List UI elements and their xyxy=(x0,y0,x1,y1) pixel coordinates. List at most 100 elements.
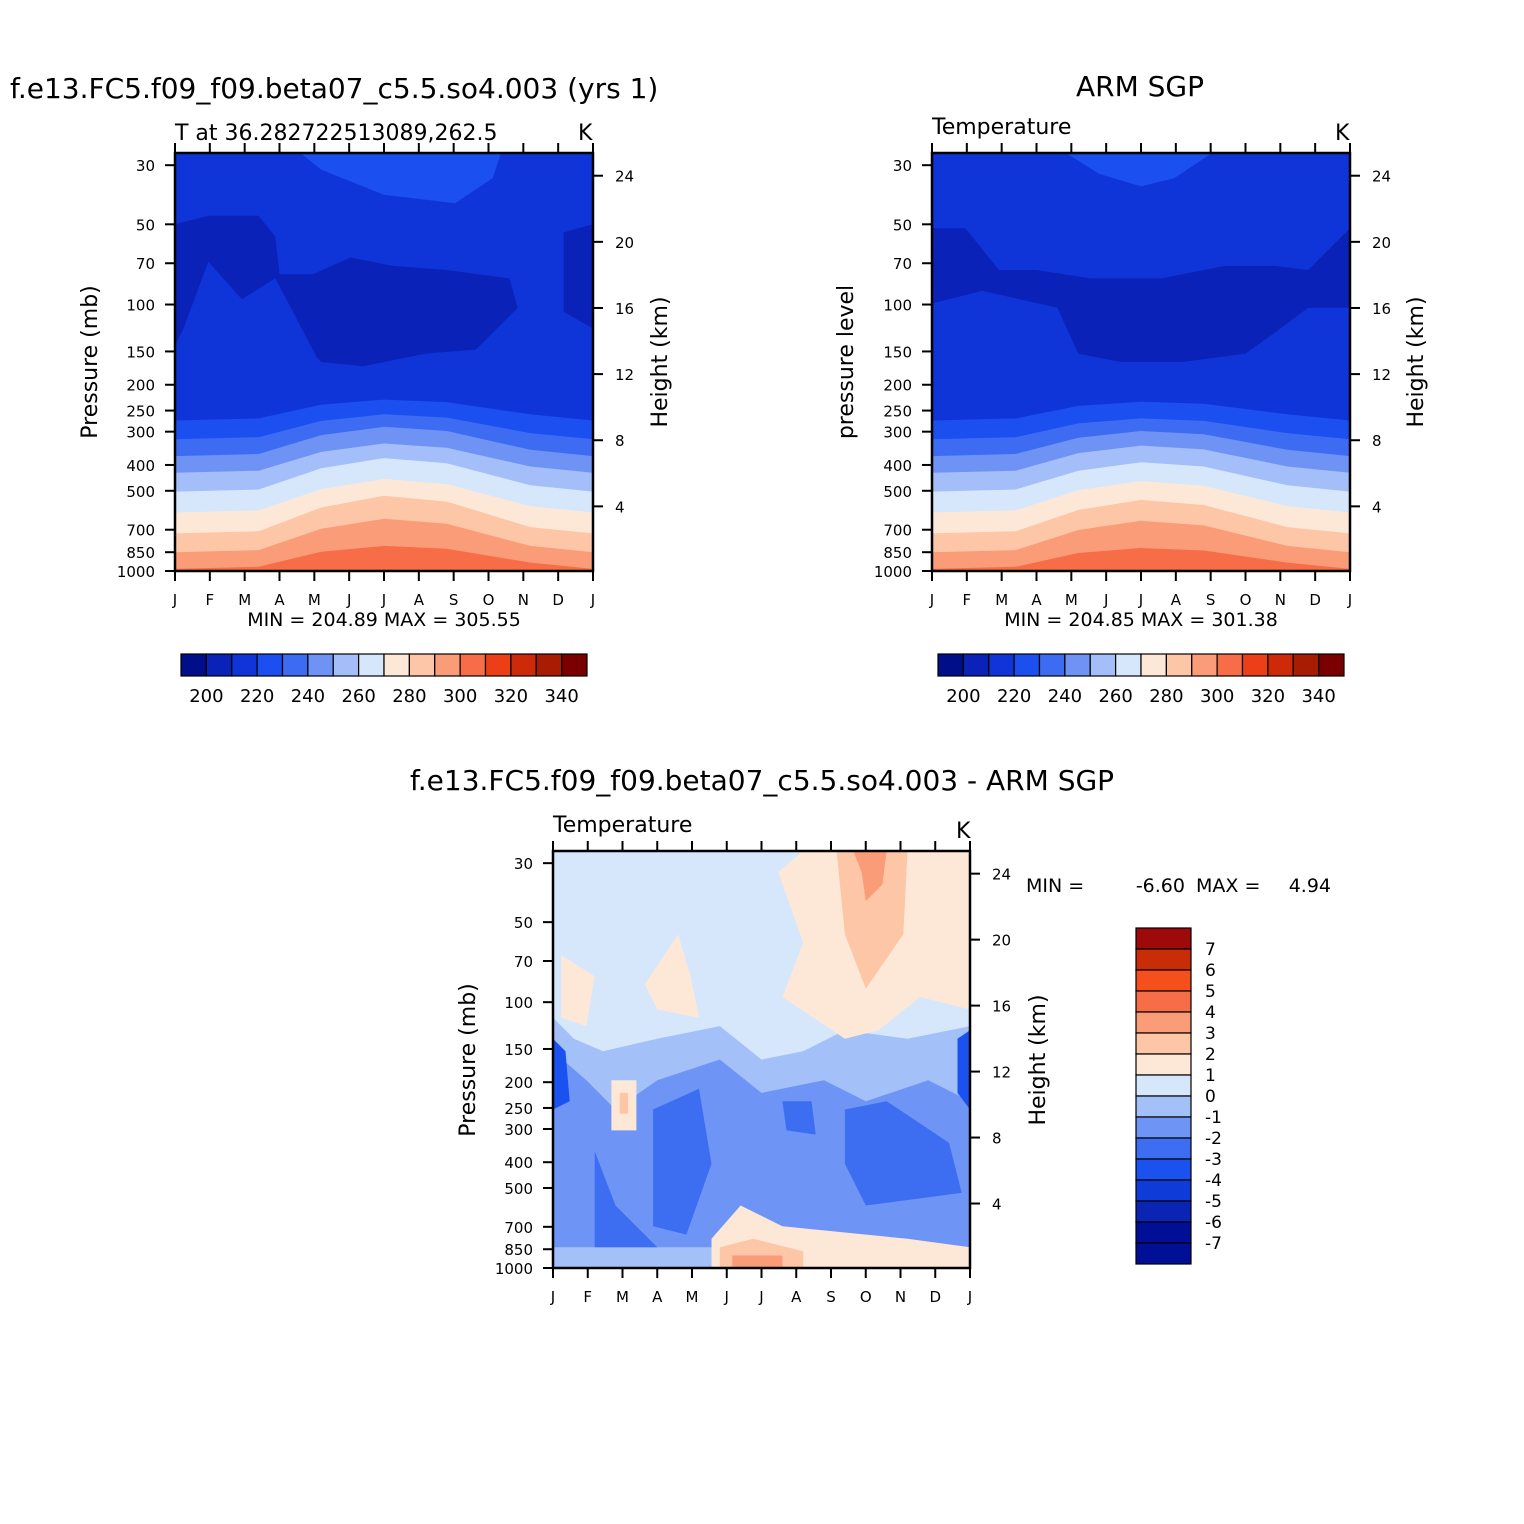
y2-tick-label: 12 xyxy=(1372,366,1391,384)
colorbar-swatch xyxy=(1292,653,1320,677)
panel2-stats: MIN = 204.85 MAX = 301.38 xyxy=(1004,609,1278,631)
colorbar-swatch xyxy=(1135,1221,1192,1244)
y2-tick-label: 12 xyxy=(992,1064,1011,1082)
y2-tick-label: 8 xyxy=(1372,432,1382,450)
panel2-units: K xyxy=(1335,121,1350,146)
colorbar-label: 300 xyxy=(443,686,477,707)
y-tick-label: 300 xyxy=(883,424,912,442)
x-tick-label: F xyxy=(206,591,215,609)
contour-band xyxy=(619,1092,629,1114)
x-tick-label: J xyxy=(590,591,595,609)
x-tick-label: J xyxy=(1138,591,1143,609)
colorbar-swatch xyxy=(205,653,233,677)
colorbar-label: -2 xyxy=(1205,1129,1222,1149)
y2-tick-label: 16 xyxy=(1372,300,1391,318)
y-tick-label: 850 xyxy=(504,1241,533,1259)
contour-band xyxy=(563,224,593,329)
colorbar-label: -3 xyxy=(1205,1150,1222,1170)
x-tick-label: D xyxy=(929,1288,941,1306)
x-tick-label: O xyxy=(860,1288,872,1306)
y-tick-label: 150 xyxy=(883,343,912,361)
colorbar-swatch xyxy=(1135,1158,1192,1181)
y2-tick-label: 24 xyxy=(615,168,634,186)
colorbar-swatch xyxy=(1267,653,1294,677)
x-tick-label: F xyxy=(583,1288,592,1306)
contour-band xyxy=(957,1030,970,1110)
colorbar-label: 1 xyxy=(1205,1066,1216,1086)
colorbar-swatch xyxy=(1135,1053,1192,1076)
colorbar-swatch xyxy=(281,653,309,677)
colorbar-swatch xyxy=(962,653,990,677)
panel1-subtitle: T at 36.282722513089,262.5 xyxy=(174,121,497,146)
contour-band xyxy=(782,1101,816,1135)
colorbar-label: 280 xyxy=(392,686,426,707)
x-tick-label: J xyxy=(1347,591,1352,609)
y2-tick-label: 20 xyxy=(1372,234,1391,252)
x-tick-label: J xyxy=(381,591,386,609)
colorbar-swatch xyxy=(1135,1095,1192,1118)
y-tick-label: 500 xyxy=(126,483,155,501)
y-tick-label: 250 xyxy=(126,403,155,421)
y-tick-label: 50 xyxy=(136,216,155,234)
y2-tick-label: 20 xyxy=(615,234,634,252)
y-tick-label: 400 xyxy=(126,457,155,475)
colorbar-swatch xyxy=(1135,990,1192,1013)
contour-band xyxy=(653,1088,712,1235)
colorbar-label: 320 xyxy=(1251,686,1285,707)
colorbar-swatch xyxy=(1135,1011,1192,1034)
colorbar-swatch xyxy=(1038,653,1066,677)
colorbar-label: 200 xyxy=(946,686,980,707)
panel3-max-value: 4.94 xyxy=(1289,875,1331,897)
x-tick-label: A xyxy=(652,1288,663,1306)
colorbar-swatch xyxy=(434,653,461,677)
contour-band xyxy=(844,1101,962,1206)
y-tick-label: 30 xyxy=(514,855,533,873)
y2-tick-label: 8 xyxy=(992,1130,1002,1148)
colorbar-swatch xyxy=(484,653,512,677)
panel2-colorbar: 200 220 240 260 280 300 320 340 xyxy=(937,653,1345,707)
panel3-max-label: MAX = xyxy=(1196,875,1260,897)
x-tick-label: J xyxy=(724,1288,729,1306)
panel1-stats: MIN = 204.89 MAX = 305.55 xyxy=(247,609,521,631)
y-tick-label: 250 xyxy=(883,403,912,421)
colorbar-swatch xyxy=(561,653,588,677)
colorbar-swatch xyxy=(307,653,334,677)
colorbar-swatch xyxy=(535,653,563,677)
x-tick-label: O xyxy=(1240,591,1252,609)
y-tick-label: 100 xyxy=(883,297,912,315)
panel1-axes: J F M A M J J A S O N D J 30 50 70 100 150 200 250 300 400 500… xyxy=(117,143,634,609)
y2-tick-label: 16 xyxy=(615,300,634,318)
colorbar-label: -1 xyxy=(1205,1108,1222,1128)
colorbar-label: 220 xyxy=(997,686,1031,707)
colorbar-swatch xyxy=(231,653,258,677)
panel3-units: K xyxy=(956,819,971,844)
colorbar-swatch xyxy=(1135,969,1192,992)
y-tick-label: 200 xyxy=(504,1074,533,1092)
y2-tick-label: 4 xyxy=(1372,498,1382,516)
colorbar-swatch xyxy=(408,653,436,677)
x-tick-label: A xyxy=(1171,591,1182,609)
contour-band xyxy=(932,228,1350,362)
y2-tick-label: 12 xyxy=(615,366,634,384)
y-tick-label: 300 xyxy=(126,424,155,442)
panel1-contour-fill xyxy=(175,153,593,571)
y2-tick-label: 8 xyxy=(615,432,625,450)
contour-band xyxy=(853,851,887,901)
panel-model: f.e13.FC5.f09_f09.beta07_c5.5.so4.003 (y… xyxy=(10,72,673,707)
y-tick-label: 50 xyxy=(514,914,533,932)
y-tick-label: 200 xyxy=(883,377,912,395)
colorbar-label: 320 xyxy=(494,686,528,707)
x-tick-label: J xyxy=(346,591,351,609)
y-tick-label: 30 xyxy=(893,157,912,175)
x-tick-label: S xyxy=(1206,591,1216,609)
colorbar-label: 240 xyxy=(291,686,325,707)
y2-tick-label: 4 xyxy=(992,1196,1002,1214)
contour-band xyxy=(175,215,518,367)
panel1-title: f.e13.FC5.f09_f09.beta07_c5.5.so4.003 (y… xyxy=(10,72,658,105)
colorbar-swatch xyxy=(1013,653,1041,677)
panel3-axes: J F M A M J J A S O N D J 30 50 70 100 150 200 250 300 400 500… xyxy=(495,841,1011,1306)
colorbar-swatch xyxy=(256,653,284,677)
y-tick-label: 70 xyxy=(136,255,155,273)
colorbar-label: 5 xyxy=(1205,982,1216,1002)
colorbar-swatch xyxy=(1115,653,1142,677)
